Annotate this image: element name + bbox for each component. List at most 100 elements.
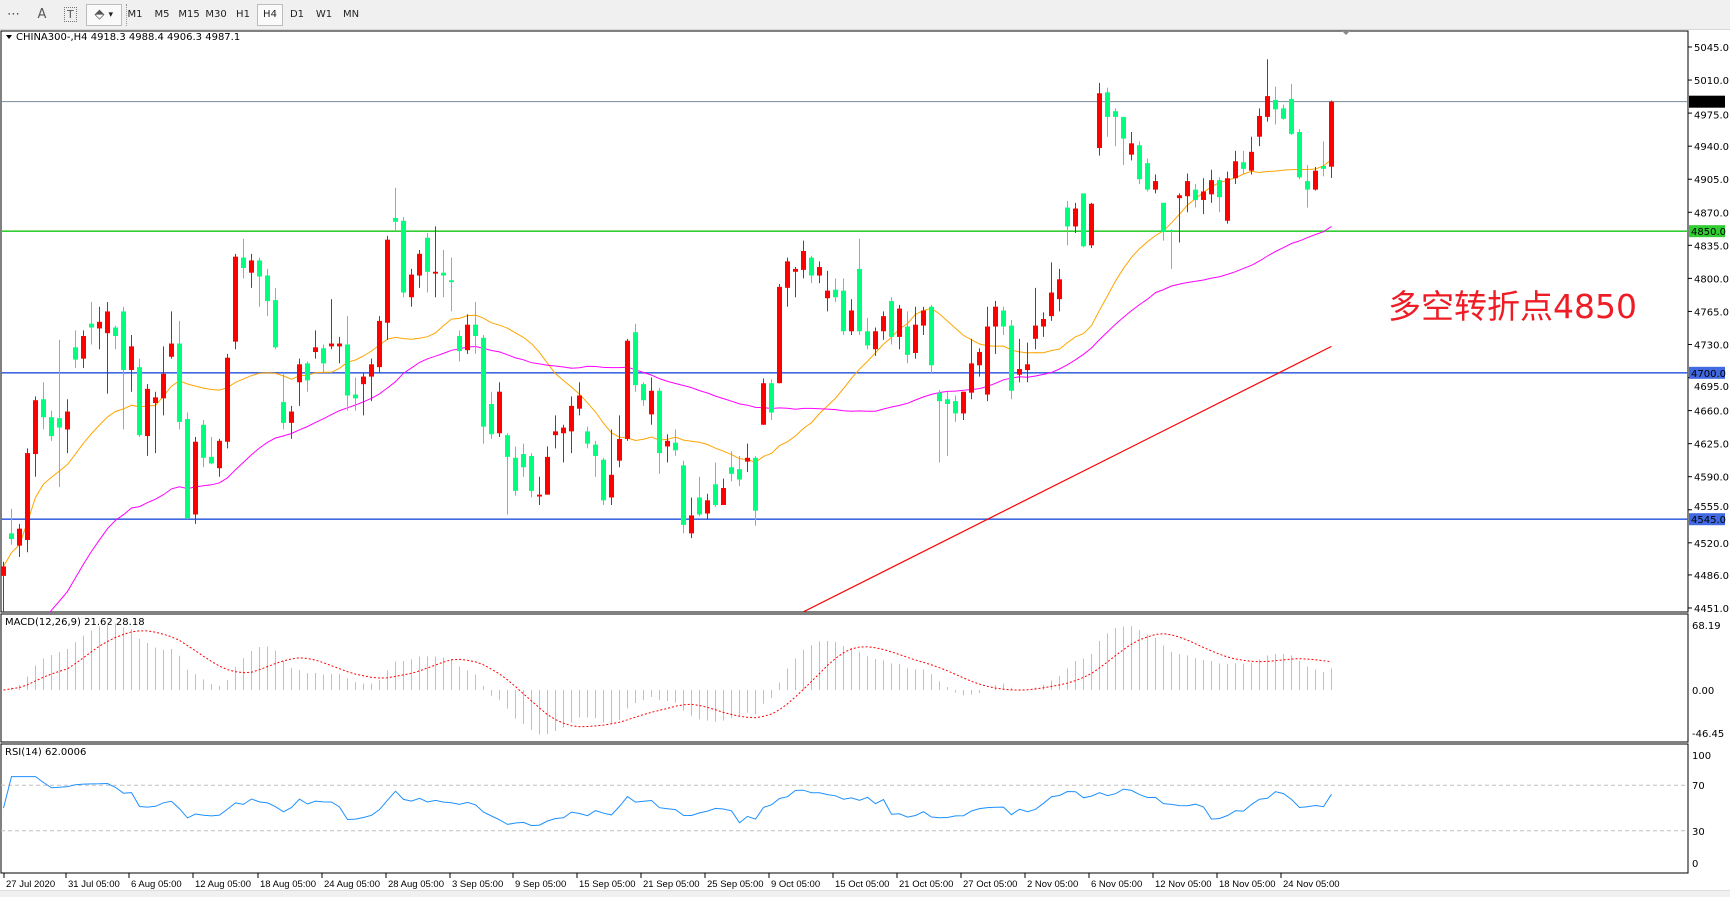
candle-body: [273, 300, 278, 348]
candle-body: [545, 456, 550, 495]
candle-body: [385, 239, 390, 323]
candle-body: [281, 402, 286, 423]
candle-body: [1009, 325, 1014, 391]
arrows-tool-dropdown[interactable]: ⬘ ▾: [85, 3, 122, 26]
time-axis-label: 28 Aug 05:00: [388, 879, 444, 890]
candle-body: [417, 253, 422, 276]
candle-body: [49, 417, 54, 437]
candle-body: [1001, 310, 1006, 327]
time-axis-label: 27 Oct 05:00: [963, 879, 1017, 890]
candle: [73, 330, 78, 369]
candle: [1249, 136, 1254, 175]
rsi-tick-label: 70: [1692, 781, 1705, 792]
candle-body: [89, 323, 94, 328]
candle-body: [201, 424, 206, 458]
candle: [801, 240, 806, 279]
candle: [577, 382, 582, 416]
candle: [473, 301, 478, 354]
candle-body: [745, 457, 750, 462]
candle-body: [713, 484, 718, 506]
price-line-label: 4545.0: [1691, 515, 1726, 526]
macd-tick-label: 68.19: [1692, 621, 1721, 632]
timeframe-m5-button[interactable]: M5: [154, 9, 170, 20]
candle-body: [633, 332, 638, 386]
chevron-down-icon: ▾: [108, 9, 113, 20]
macd-plot: [3, 623, 1332, 735]
timeframe-d1-button[interactable]: D1: [289, 9, 305, 20]
candle: [921, 306, 926, 336]
candle: [1129, 131, 1134, 161]
text-label-tool-button[interactable]: T: [59, 4, 82, 26]
candle-body: [617, 438, 622, 461]
candle: [769, 379, 774, 421]
candle-body: [1129, 143, 1134, 155]
candle-body: [969, 363, 974, 393]
text-tool-button[interactable]: A: [31, 4, 53, 26]
candle-body: [865, 331, 870, 346]
candle-body: [217, 440, 222, 469]
candle: [1097, 82, 1102, 156]
candle: [289, 405, 294, 439]
timeframe-w1-button[interactable]: W1: [315, 9, 333, 20]
candle: [785, 257, 790, 307]
macd-tick-label: -46.45: [1692, 729, 1724, 740]
candle-body: [73, 347, 78, 360]
candle-body: [961, 391, 966, 414]
rsi-line: [3, 776, 1332, 827]
price-line-label: 4850.0: [1691, 227, 1726, 238]
candle-body: [913, 324, 918, 353]
time-axis-label: 18 Nov 05:00: [1219, 879, 1276, 890]
price-tick-label: 5045.0: [1694, 43, 1729, 54]
candle-body: [161, 373, 166, 399]
candle: [209, 437, 214, 465]
candle: [561, 424, 566, 463]
timeframe-m15-button[interactable]: M15: [178, 9, 200, 20]
time-axis-label: 9 Sep 05:00: [515, 879, 566, 890]
candle: [1281, 104, 1286, 120]
candle-body: [681, 465, 686, 525]
candle: [233, 253, 238, 350]
timeframe-h4-button[interactable]: H4: [257, 3, 283, 26]
time-axis-label: 6 Aug 05:00: [131, 879, 182, 890]
candle: [873, 327, 878, 356]
candle-body: [1193, 189, 1198, 200]
candle: [857, 238, 862, 336]
candle: [1089, 202, 1094, 249]
candle-body: [977, 352, 982, 366]
candle-body: [257, 260, 262, 277]
timeframe-h1-button[interactable]: H1: [236, 9, 250, 20]
candle: [937, 389, 942, 463]
candle: [641, 382, 646, 406]
time-axis-label: 6 Nov 05:00: [1091, 879, 1142, 890]
candle: [1017, 338, 1022, 383]
candle: [1265, 59, 1270, 122]
candle: [713, 462, 718, 507]
candle-body: [249, 260, 254, 273]
candle: [689, 497, 694, 539]
candle: [313, 330, 318, 359]
candle-body: [65, 411, 70, 430]
text-icon: A: [37, 7, 47, 22]
candle-body: [985, 326, 990, 395]
candle: [1289, 83, 1294, 135]
chart-header: CHINA300-,H4 4918.3 4988.4 4906.3 4987.1: [16, 32, 240, 43]
candle-body: [177, 343, 182, 422]
candle: [1225, 171, 1230, 224]
candle: [1121, 116, 1126, 166]
candle-body: [289, 411, 294, 423]
candle-body: [369, 364, 374, 377]
candle: [321, 344, 326, 373]
candle: [633, 323, 638, 392]
timeframe-m1-button[interactable]: M1: [127, 9, 143, 20]
candle: [161, 346, 166, 416]
candle: [249, 253, 254, 288]
macd-label: MACD(12,26,9) 21.62 28.18: [5, 617, 145, 628]
timeframe-m30-button[interactable]: M30: [205, 9, 227, 20]
candle: [833, 278, 838, 302]
candle-body: [1257, 115, 1262, 137]
candle: [601, 457, 606, 506]
fibo-grid-tool-button[interactable]: ⋯: [2, 4, 25, 26]
candle: [497, 382, 502, 438]
timeframe-mn-button[interactable]: MN: [342, 9, 360, 20]
